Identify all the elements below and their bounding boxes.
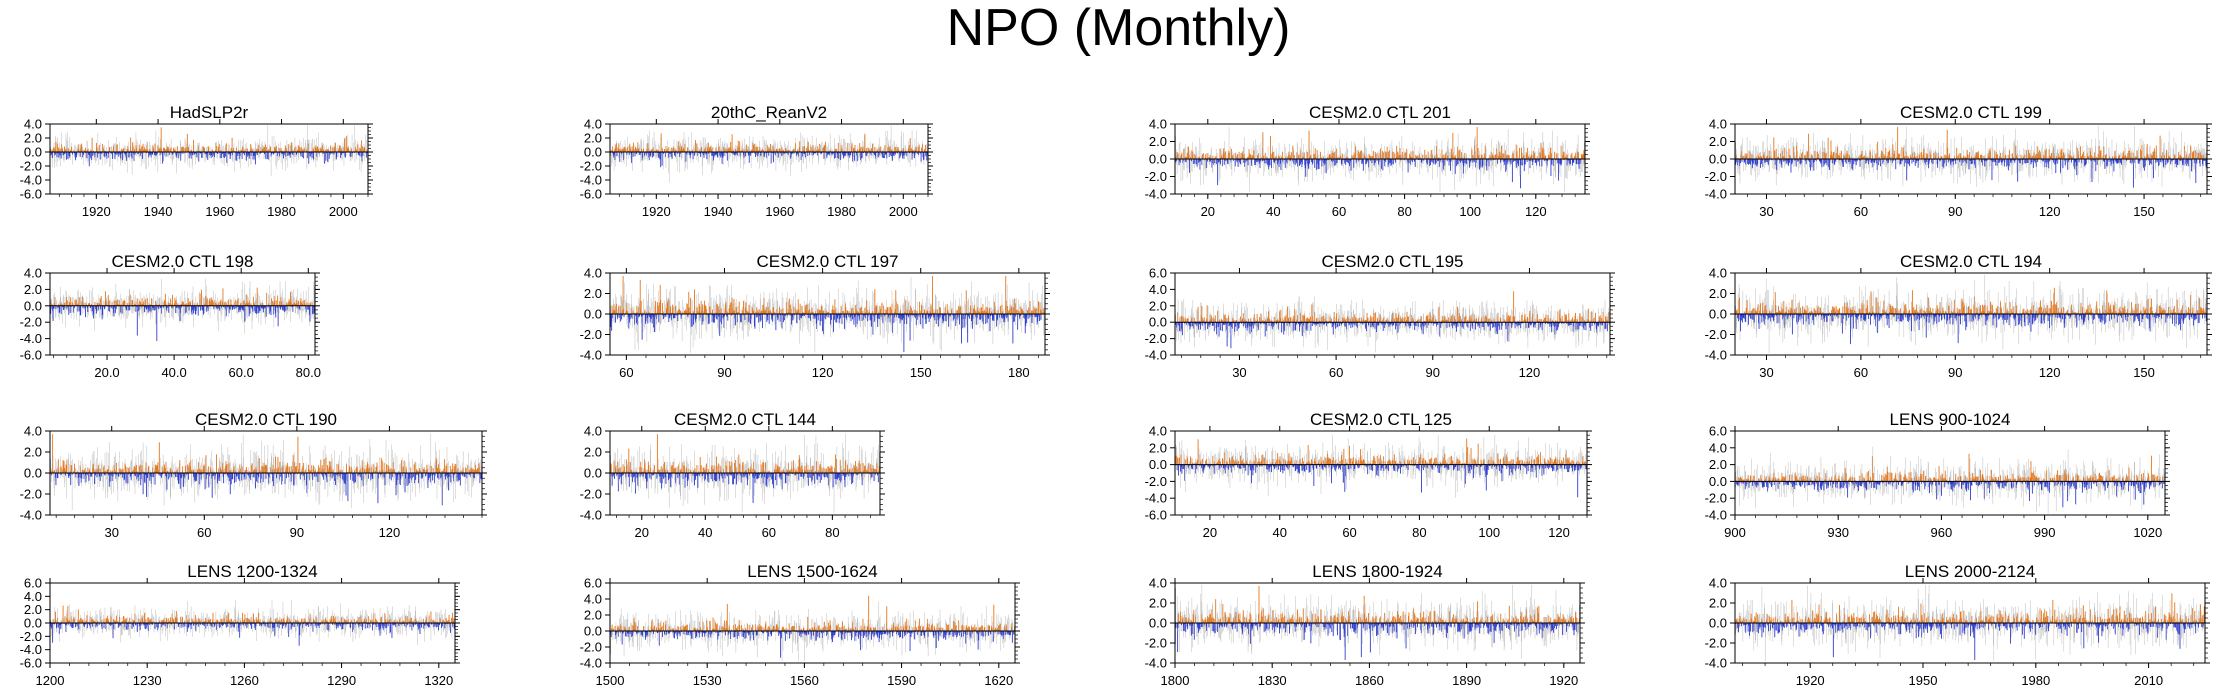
y-tick-label: 0.0 bbox=[24, 145, 42, 160]
panel-title: HadSLP2r bbox=[170, 103, 249, 122]
y-tick-label: 4.0 bbox=[1149, 117, 1167, 132]
y-tick-label: -6.0 bbox=[20, 187, 42, 202]
chart-panel-ctl-199: CESM2.0 CTL 199 -4.0 -2.0 0.0 2.0 4.0 30 60 90 12… bbox=[1685, 72, 2225, 222]
series-group bbox=[1174, 126, 1586, 193]
x-tick-label: 1960 bbox=[765, 204, 794, 219]
x-tick-label: 1920 bbox=[82, 204, 111, 219]
x-tick-label: 1920 bbox=[642, 204, 671, 219]
chart-panel-20thc-reanv2: 20thC_ReanV2 -6.0 -4.0 -2.0 0.0 2.0 4.0 1920 194… bbox=[560, 72, 940, 222]
x-tick-label: 2000 bbox=[889, 204, 918, 219]
y-tick-label: -4.0 bbox=[580, 173, 602, 188]
series-group bbox=[609, 125, 929, 183]
x-tick-label: 2000 bbox=[329, 204, 358, 219]
y-tick-label: 0.0 bbox=[1149, 152, 1167, 167]
y-tick-label: -4.0 bbox=[1145, 187, 1167, 202]
y-tick-label: 2.0 bbox=[1149, 134, 1167, 149]
chart-panel-hadslp2r: HadSLP2r -6.0 -4.0 -2.0 0.0 2.0 4.0 1920 1940 196… bbox=[0, 72, 380, 222]
x-tick-label: 100 bbox=[1459, 204, 1481, 219]
x-tick-label: 60 bbox=[1332, 204, 1346, 219]
x-tick-label: 1980 bbox=[827, 204, 856, 219]
x-tick-label: 1960 bbox=[205, 204, 234, 219]
x-tick-label: 20 bbox=[1201, 204, 1215, 219]
y-tick-label: 0.0 bbox=[584, 145, 602, 160]
y-tick-label: 2.0 bbox=[584, 131, 602, 146]
x-tick-label: 1940 bbox=[704, 204, 733, 219]
y-tick-label: -2.0 bbox=[1145, 169, 1167, 184]
x-tick-label: 1980 bbox=[267, 204, 296, 219]
x-tick-label: 40 bbox=[1266, 204, 1280, 219]
y-tick-label: -4.0 bbox=[20, 173, 42, 188]
x-tick-label: 1940 bbox=[144, 204, 173, 219]
y-tick-label: -6.0 bbox=[580, 187, 602, 202]
figure-title: NPO (Monthly) bbox=[0, 0, 2237, 56]
y-tick-label: 4.0 bbox=[584, 117, 602, 132]
panel-title: CESM2.0 CTL 201 bbox=[1309, 103, 1451, 122]
y-tick-label: 2.0 bbox=[24, 131, 42, 146]
series-group bbox=[1734, 125, 2208, 188]
series-group bbox=[49, 125, 369, 176]
panel-title: CESM2.0 CTL 199 bbox=[1900, 103, 2042, 122]
panel-title: 20thC_ReanV2 bbox=[711, 103, 827, 122]
x-tick-label: 120 bbox=[1525, 204, 1547, 219]
plot-frame bbox=[609, 123, 929, 195]
y-tick-label: -2.0 bbox=[580, 159, 602, 174]
x-tick-label: 80 bbox=[1397, 204, 1411, 219]
chart-panel-ctl-201: CESM2.0 CTL 201 -4.0 -2.0 0.0 2.0 4.0 20 40 60 80… bbox=[1125, 72, 1605, 222]
y-tick-label: -2.0 bbox=[20, 159, 42, 174]
y-tick-label: 4.0 bbox=[24, 117, 42, 132]
